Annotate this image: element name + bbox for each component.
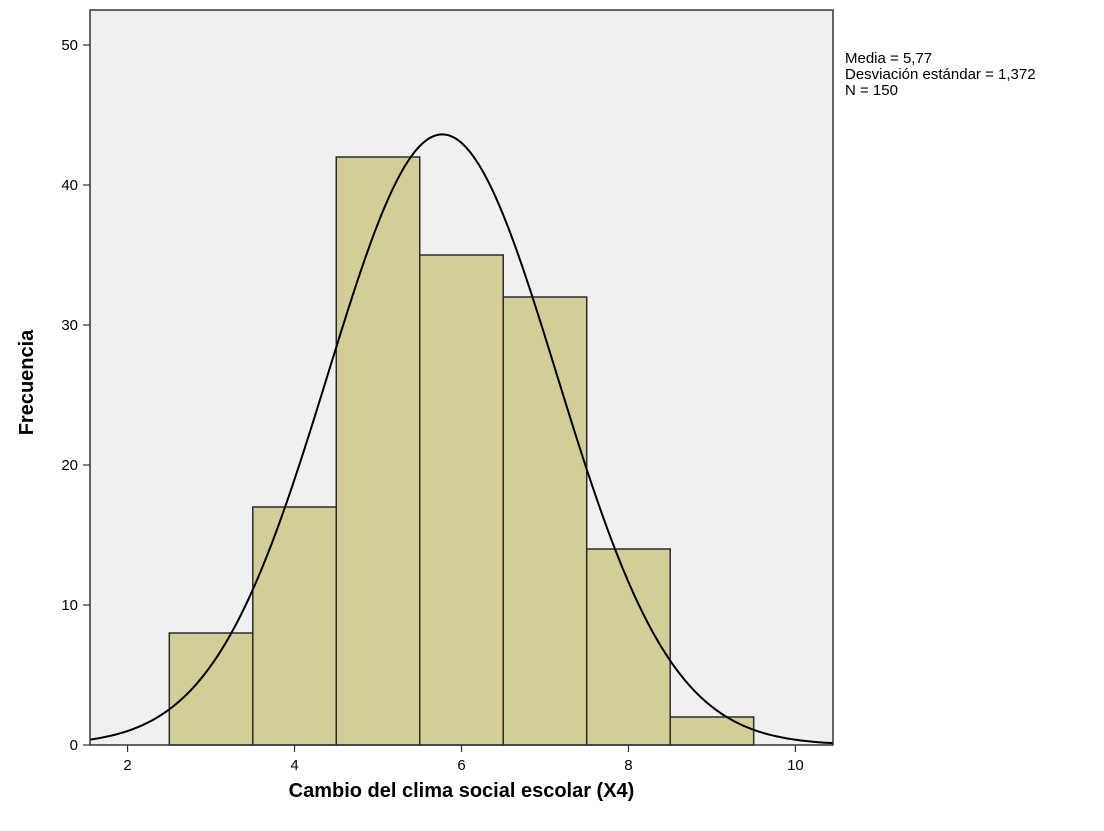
y-axis: 0 10 20 30 40 50 <box>61 37 90 754</box>
stats-line: N = 150 <box>845 82 898 99</box>
y-tick-label: 10 <box>61 597 78 614</box>
x-tick-label: 2 <box>123 757 131 774</box>
histogram-bar-8 <box>585 548 671 746</box>
histogram-bars <box>168 156 755 746</box>
y-tick-label: 0 <box>70 737 78 754</box>
x-tick-label: 6 <box>457 757 465 774</box>
x-tick-label: 4 <box>290 757 298 774</box>
histogram-bar-7 <box>502 296 588 746</box>
stats-line: Desviación estándar = 1,372 <box>845 66 1036 83</box>
x-axis-title: Cambio del clima social escolar (X4) <box>289 780 635 802</box>
histogram-bar-5 <box>335 156 421 746</box>
stats-line: Media = 5,77 <box>845 50 932 67</box>
histogram-bar-9 <box>669 716 755 746</box>
x-tick-label: 8 <box>624 757 632 774</box>
histogram-bar-4 <box>252 506 338 746</box>
y-tick-label: 40 <box>61 177 78 194</box>
x-axis: 2 4 6 8 10 <box>123 745 804 774</box>
normal-curve <box>89 133 834 745</box>
histogram-bar-3 <box>168 632 254 746</box>
y-tick-label: 50 <box>61 37 78 54</box>
y-tick-label: 30 <box>61 317 78 334</box>
y-tick-label: 20 <box>61 457 78 474</box>
y-axis-title: Frecuencia <box>16 329 38 435</box>
histogram-bar-6 <box>419 254 504 746</box>
x-tick-label: 10 <box>787 757 804 774</box>
